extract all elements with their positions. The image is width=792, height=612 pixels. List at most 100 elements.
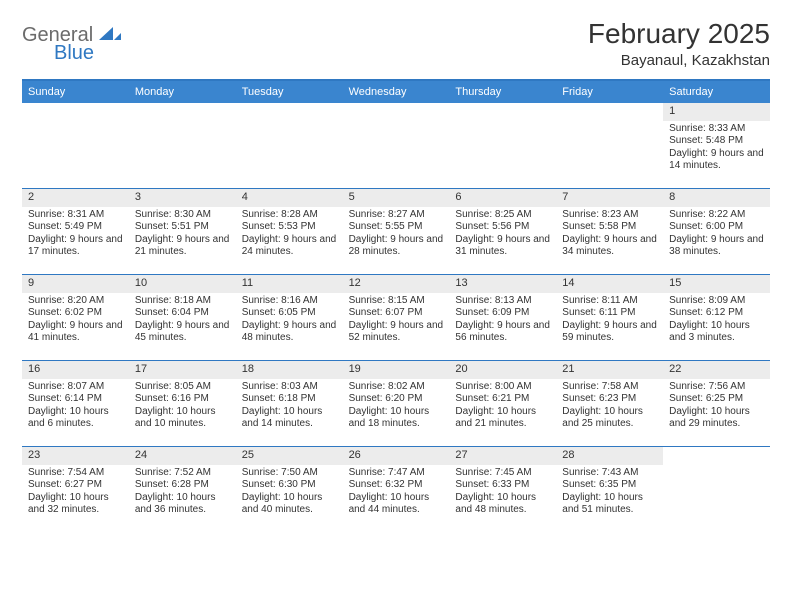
day-cell: 20Sunrise: 8:00 AMSunset: 6:21 PMDayligh…	[449, 361, 556, 446]
day-facts: Sunrise: 8:03 AMSunset: 6:18 PMDaylight:…	[236, 379, 343, 435]
day-number: 23	[22, 447, 129, 465]
sunrise-text: Sunrise: 8:11 AM	[562, 295, 659, 308]
day-number: 22	[663, 361, 770, 379]
daylight-text: Daylight: 10 hours and 10 minutes.	[135, 406, 232, 431]
sunset-text: Sunset: 6:32 PM	[349, 479, 446, 492]
day-cell: 28Sunrise: 7:43 AMSunset: 6:35 PMDayligh…	[556, 447, 663, 533]
weekday-thursday: Thursday	[449, 81, 556, 103]
day-facts: Sunrise: 8:20 AMSunset: 6:02 PMDaylight:…	[22, 293, 129, 349]
daylight-text: Daylight: 9 hours and 56 minutes.	[455, 320, 552, 345]
day-number: 2	[22, 189, 129, 207]
sunrise-text: Sunrise: 8:20 AM	[28, 295, 125, 308]
daylight-text: Daylight: 10 hours and 14 minutes.	[242, 406, 339, 431]
sunset-text: Sunset: 6:20 PM	[349, 393, 446, 406]
sunset-text: Sunset: 5:55 PM	[349, 221, 446, 234]
day-cell	[236, 103, 343, 188]
daylight-text: Daylight: 9 hours and 59 minutes.	[562, 320, 659, 345]
sunset-text: Sunset: 5:56 PM	[455, 221, 552, 234]
day-cell: 2Sunrise: 8:31 AMSunset: 5:49 PMDaylight…	[22, 189, 129, 274]
sunset-text: Sunset: 5:48 PM	[669, 135, 766, 148]
day-cell: 1Sunrise: 8:33 AMSunset: 5:48 PMDaylight…	[663, 103, 770, 188]
day-facts: Sunrise: 8:13 AMSunset: 6:09 PMDaylight:…	[449, 293, 556, 349]
daylight-text: Daylight: 10 hours and 36 minutes.	[135, 492, 232, 517]
sunset-text: Sunset: 5:58 PM	[562, 221, 659, 234]
logo-word-blue: Blue	[54, 42, 94, 65]
sunrise-text: Sunrise: 8:23 AM	[562, 209, 659, 222]
day-number: 9	[22, 275, 129, 293]
day-cell: 13Sunrise: 8:13 AMSunset: 6:09 PMDayligh…	[449, 275, 556, 360]
sunset-text: Sunset: 5:53 PM	[242, 221, 339, 234]
day-cell: 3Sunrise: 8:30 AMSunset: 5:51 PMDaylight…	[129, 189, 236, 274]
sunset-text: Sunset: 6:07 PM	[349, 307, 446, 320]
day-cell	[129, 103, 236, 188]
sunset-text: Sunset: 6:00 PM	[669, 221, 766, 234]
day-cell: 14Sunrise: 8:11 AMSunset: 6:11 PMDayligh…	[556, 275, 663, 360]
day-facts: Sunrise: 8:00 AMSunset: 6:21 PMDaylight:…	[449, 379, 556, 435]
day-cell: 5Sunrise: 8:27 AMSunset: 5:55 PMDaylight…	[343, 189, 450, 274]
day-cell	[449, 103, 556, 188]
day-facts: Sunrise: 8:18 AMSunset: 6:04 PMDaylight:…	[129, 293, 236, 349]
location-label: Bayanaul, Kazakhstan	[588, 52, 770, 69]
day-facts: Sunrise: 7:43 AMSunset: 6:35 PMDaylight:…	[556, 465, 663, 521]
sunrise-text: Sunrise: 8:09 AM	[669, 295, 766, 308]
sunrise-text: Sunrise: 8:25 AM	[455, 209, 552, 222]
daylight-text: Daylight: 10 hours and 51 minutes.	[562, 492, 659, 517]
day-cell: 27Sunrise: 7:45 AMSunset: 6:33 PMDayligh…	[449, 447, 556, 533]
weekday-tuesday: Tuesday	[236, 81, 343, 103]
sunrise-text: Sunrise: 8:31 AM	[28, 209, 125, 222]
day-number: 3	[129, 189, 236, 207]
daylight-text: Daylight: 9 hours and 52 minutes.	[349, 320, 446, 345]
day-cell: 23Sunrise: 7:54 AMSunset: 6:27 PMDayligh…	[22, 447, 129, 533]
daylight-text: Daylight: 10 hours and 48 minutes.	[455, 492, 552, 517]
sunrise-text: Sunrise: 7:58 AM	[562, 381, 659, 394]
sunset-text: Sunset: 6:09 PM	[455, 307, 552, 320]
day-cell	[22, 103, 129, 188]
day-facts: Sunrise: 8:11 AMSunset: 6:11 PMDaylight:…	[556, 293, 663, 349]
day-number: 6	[449, 189, 556, 207]
day-cell: 8Sunrise: 8:22 AMSunset: 6:00 PMDaylight…	[663, 189, 770, 274]
sunrise-text: Sunrise: 8:27 AM	[349, 209, 446, 222]
day-cell	[343, 103, 450, 188]
day-number: 14	[556, 275, 663, 293]
sunrise-text: Sunrise: 8:22 AM	[669, 209, 766, 222]
day-cell: 19Sunrise: 8:02 AMSunset: 6:20 PMDayligh…	[343, 361, 450, 446]
daylight-text: Daylight: 9 hours and 41 minutes.	[28, 320, 125, 345]
day-number: 18	[236, 361, 343, 379]
calendar: Sunday Monday Tuesday Wednesday Thursday…	[22, 79, 770, 533]
day-facts: Sunrise: 8:02 AMSunset: 6:20 PMDaylight:…	[343, 379, 450, 435]
sunrise-text: Sunrise: 8:05 AM	[135, 381, 232, 394]
day-number: 20	[449, 361, 556, 379]
day-facts: Sunrise: 8:16 AMSunset: 6:05 PMDaylight:…	[236, 293, 343, 349]
day-cell: 6Sunrise: 8:25 AMSunset: 5:56 PMDaylight…	[449, 189, 556, 274]
week-row: 1Sunrise: 8:33 AMSunset: 5:48 PMDaylight…	[22, 103, 770, 189]
daylight-text: Daylight: 10 hours and 29 minutes.	[669, 406, 766, 431]
sunrise-text: Sunrise: 8:02 AM	[349, 381, 446, 394]
sunrise-text: Sunrise: 8:13 AM	[455, 295, 552, 308]
sunrise-text: Sunrise: 7:56 AM	[669, 381, 766, 394]
day-cell: 26Sunrise: 7:47 AMSunset: 6:32 PMDayligh…	[343, 447, 450, 533]
day-cell: 9Sunrise: 8:20 AMSunset: 6:02 PMDaylight…	[22, 275, 129, 360]
sunset-text: Sunset: 6:27 PM	[28, 479, 125, 492]
day-facts: Sunrise: 7:58 AMSunset: 6:23 PMDaylight:…	[556, 379, 663, 435]
sunset-text: Sunset: 6:16 PM	[135, 393, 232, 406]
sunrise-text: Sunrise: 7:45 AM	[455, 467, 552, 480]
day-number: 16	[22, 361, 129, 379]
week-row: 16Sunrise: 8:07 AMSunset: 6:14 PMDayligh…	[22, 361, 770, 447]
title-block: February 2025 Bayanaul, Kazakhstan	[588, 18, 770, 69]
day-number: 10	[129, 275, 236, 293]
day-facts: Sunrise: 8:22 AMSunset: 6:00 PMDaylight:…	[663, 207, 770, 263]
day-cell: 24Sunrise: 7:52 AMSunset: 6:28 PMDayligh…	[129, 447, 236, 533]
day-cell: 17Sunrise: 8:05 AMSunset: 6:16 PMDayligh…	[129, 361, 236, 446]
day-cell: 4Sunrise: 8:28 AMSunset: 5:53 PMDaylight…	[236, 189, 343, 274]
sunset-text: Sunset: 6:33 PM	[455, 479, 552, 492]
sunset-text: Sunset: 6:02 PM	[28, 307, 125, 320]
day-cell: 16Sunrise: 8:07 AMSunset: 6:14 PMDayligh…	[22, 361, 129, 446]
daylight-text: Daylight: 9 hours and 28 minutes.	[349, 234, 446, 259]
sunrise-text: Sunrise: 8:16 AM	[242, 295, 339, 308]
sunset-text: Sunset: 6:12 PM	[669, 307, 766, 320]
sunset-text: Sunset: 6:11 PM	[562, 307, 659, 320]
day-number: 12	[343, 275, 450, 293]
day-cell: 12Sunrise: 8:15 AMSunset: 6:07 PMDayligh…	[343, 275, 450, 360]
day-facts: Sunrise: 8:09 AMSunset: 6:12 PMDaylight:…	[663, 293, 770, 349]
sunset-text: Sunset: 6:14 PM	[28, 393, 125, 406]
